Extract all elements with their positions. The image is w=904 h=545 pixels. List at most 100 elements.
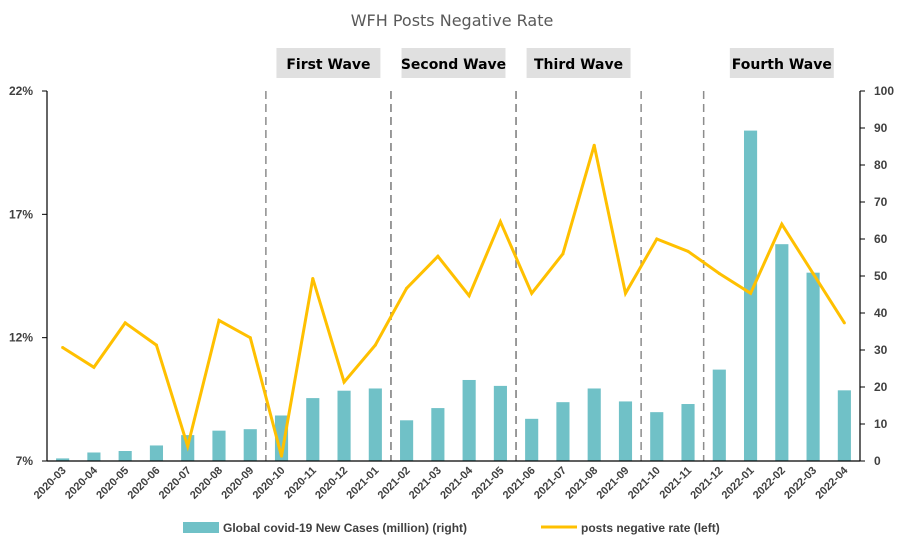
x-tick-label: 2022-01 [720, 465, 757, 502]
legend: Global covid-19 New Cases (million) (rig… [183, 521, 720, 535]
legend-label-negative-rate: posts negative rate (left) [581, 521, 720, 535]
y-right-tick-label: 10 [874, 417, 888, 431]
bar [556, 402, 570, 461]
line-point [561, 252, 565, 256]
x-tick-label: 2021-02 [376, 465, 413, 502]
y-right-tick-label: 80 [874, 158, 888, 172]
bar [681, 404, 695, 461]
line-point [405, 286, 409, 290]
x-tick-label: 2022-04 [813, 464, 851, 502]
wave-annotations: First Wave Second Wave Third Wave Fourth Wa… [265, 48, 834, 461]
bar [212, 430, 226, 461]
x-tick-label: 2021-07 [532, 465, 569, 502]
x-tick-label: 2021-11 [658, 465, 695, 502]
y-left-tick-label: 17% [9, 207, 33, 221]
x-tick-label: 2022-02 [751, 465, 788, 502]
line-series [61, 143, 846, 458]
bar [274, 415, 289, 461]
bar [306, 398, 320, 461]
bar [618, 401, 633, 461]
x-tick-label: 2021-05 [469, 465, 506, 502]
y-right-tick-label: 100 [874, 84, 894, 98]
line-point [342, 380, 346, 384]
wave-label-box [276, 48, 381, 78]
x-tick-label: 2021-12 [688, 465, 725, 502]
bar [462, 379, 476, 461]
x-tick-label: 2020-08 [188, 465, 225, 502]
bar [118, 451, 132, 461]
line-point [311, 276, 315, 280]
line-point [92, 365, 96, 369]
bar [587, 388, 601, 461]
line-point [749, 291, 753, 295]
bar [149, 445, 164, 461]
x-tick-label: 2021-04 [438, 464, 476, 502]
y-left-tick-label: 22% [9, 84, 33, 98]
x-tick-label: 2020-12 [313, 465, 350, 502]
bar [243, 429, 257, 461]
line-point [436, 254, 440, 258]
line-point [61, 346, 65, 350]
bar [400, 420, 414, 461]
line-point [248, 336, 252, 340]
bar [650, 412, 664, 461]
y-right-tick-label: 50 [874, 269, 888, 283]
bar [56, 458, 70, 461]
axes: 7% 12% 17% 22% 0 10 20 30 40 50 60 70 80 90 100 2020-03… [9, 84, 894, 502]
line-point [467, 294, 471, 298]
line-point [280, 454, 284, 458]
x-tick-label: 2021-08 [563, 465, 600, 502]
x-tick-label: 2021-10 [626, 465, 663, 502]
line-point [780, 222, 784, 226]
x-tick-label: 2021-03 [407, 465, 444, 502]
line-point [530, 291, 534, 295]
line-point [373, 343, 377, 347]
x-tick-label: 2020-09 [219, 465, 256, 502]
line-point [842, 321, 846, 325]
line-point [186, 444, 190, 448]
bar [493, 385, 507, 461]
wave-label-box [729, 48, 834, 78]
x-tick-label: 2021-09 [595, 465, 632, 502]
x-tick-label: 2020-10 [251, 465, 288, 502]
x-tick-label: 2020-11 [282, 465, 319, 502]
bar [525, 418, 539, 461]
wave-label: Fourth Wave [732, 57, 832, 73]
bar [743, 130, 758, 461]
line-point [655, 237, 659, 241]
y-left-tick-label: 7% [16, 454, 34, 468]
y-right-tick-label: 70 [874, 195, 888, 209]
wave-label: Second Wave [401, 57, 506, 73]
wave-label: Third Wave [534, 57, 623, 73]
x-tick-label: 2022-03 [782, 465, 819, 502]
negative-rate-line [61, 144, 846, 457]
y-right-tick-label: 40 [874, 306, 888, 320]
y-right-tick-label: 0 [874, 454, 881, 468]
line-point [123, 321, 127, 325]
x-tick-label: 2021-06 [501, 465, 538, 502]
legend-swatch-cases [183, 522, 219, 533]
y-right-tick-label: 20 [874, 380, 888, 394]
line-point [217, 318, 221, 322]
bar [368, 388, 382, 461]
line-point [592, 143, 596, 147]
bar [775, 244, 789, 461]
bar [837, 390, 851, 461]
legend-label-cases: Global covid-19 New Cases (million) (rig… [223, 521, 467, 535]
line-point [154, 343, 158, 347]
line-point [498, 220, 502, 224]
wave-label-box [526, 48, 631, 78]
bar-series [56, 130, 851, 461]
line-point [717, 272, 721, 276]
x-tick-label: 2020-03 [32, 465, 69, 502]
bar [431, 408, 445, 461]
bar [806, 272, 820, 461]
wave-label: First Wave [286, 57, 370, 73]
bar [337, 390, 351, 461]
bar [87, 452, 101, 461]
y-left-tick-label: 12% [9, 331, 33, 345]
chart-title: WFH Posts Negative Rate [351, 11, 554, 30]
x-tick-label: 2020-07 [157, 465, 194, 502]
x-tick-label: 2020-04 [63, 464, 101, 502]
